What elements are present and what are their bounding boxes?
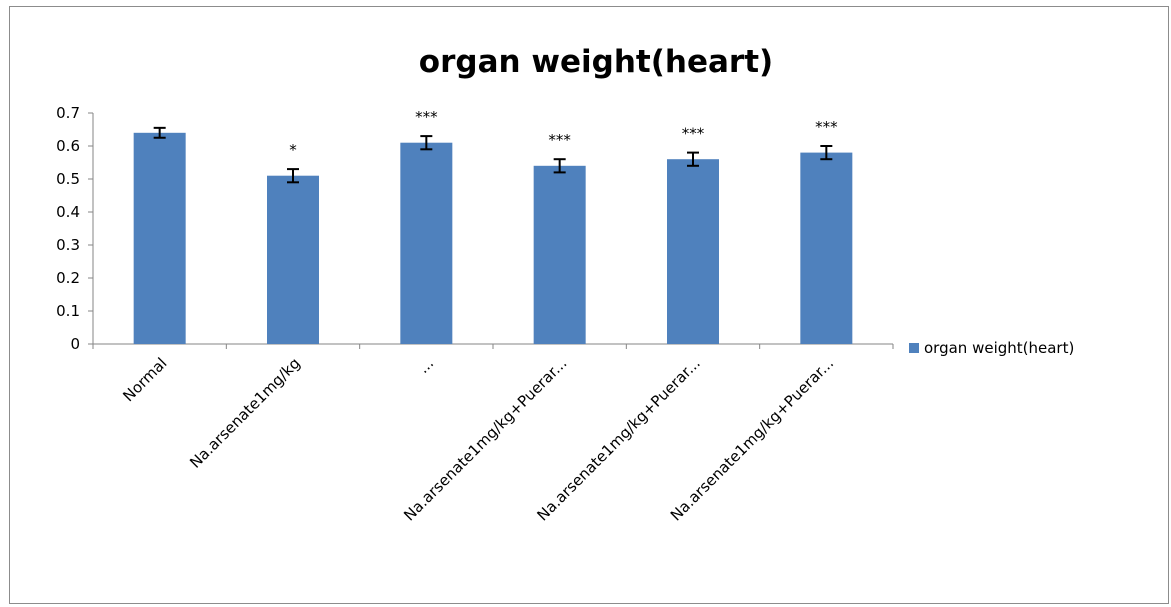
category-label: Na.arsenate1mg/kg bbox=[186, 354, 304, 472]
bar bbox=[800, 152, 853, 344]
bar bbox=[133, 132, 186, 344]
y-tick-label: 0.7 bbox=[56, 104, 80, 122]
significance-label: *** bbox=[815, 118, 838, 136]
axes: 0 0.1 0.2 0.3 0.4 0.5 0.6 0.7 bbox=[56, 104, 894, 353]
category-label: ... bbox=[414, 354, 437, 377]
bar bbox=[267, 175, 319, 344]
bars bbox=[133, 126, 853, 344]
bar bbox=[533, 165, 586, 344]
bar bbox=[667, 159, 719, 344]
y-tick-label: 0.6 bbox=[56, 137, 80, 155]
category-label: Na.arsenate1mg/kg+Puerar... bbox=[667, 354, 837, 524]
legend-swatch bbox=[909, 343, 919, 353]
y-tick-label: 0 bbox=[70, 335, 80, 353]
legend-label: organ weight(heart) bbox=[924, 339, 1074, 357]
y-tick-label: 0.4 bbox=[56, 203, 80, 221]
bar bbox=[400, 142, 453, 344]
y-tick-label: 0.1 bbox=[56, 302, 80, 320]
y-tick-label: 0.5 bbox=[56, 170, 80, 188]
y-tick-label: 0.2 bbox=[56, 269, 80, 287]
category-label: Normal bbox=[119, 354, 170, 405]
y-tick-label: 0.3 bbox=[56, 236, 80, 254]
significance-label: *** bbox=[548, 131, 571, 149]
significance-label: *** bbox=[682, 125, 705, 143]
legend: organ weight(heart) bbox=[909, 339, 1074, 357]
significance-label: * bbox=[289, 141, 297, 159]
chart-title: organ weight(heart) bbox=[419, 44, 773, 80]
significance-label: *** bbox=[415, 108, 438, 126]
labels: Normal * Na.arsenate1mg/kg ***... *** Na.arse… bbox=[119, 108, 838, 524]
chart-area bbox=[9, 6, 1169, 604]
